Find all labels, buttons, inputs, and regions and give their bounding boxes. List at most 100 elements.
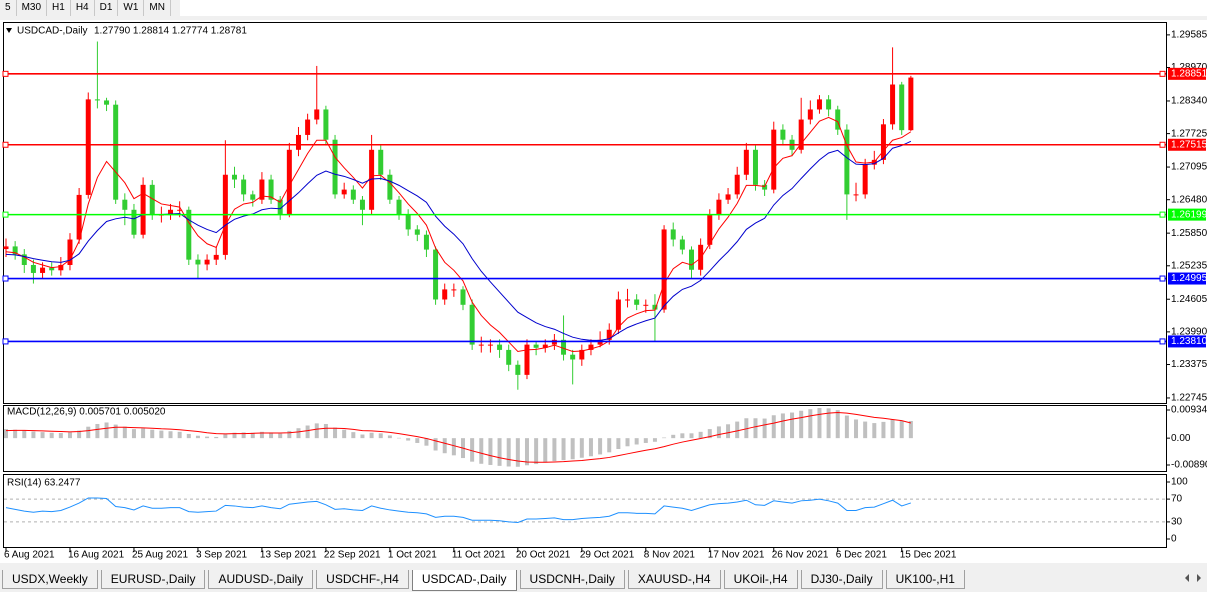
- timeframe-button[interactable]: 5: [0, 0, 17, 16]
- macd-bar: [753, 418, 758, 439]
- macd-bar: [369, 432, 374, 439]
- candle-body: [378, 149, 384, 175]
- candle-body: [570, 354, 576, 360]
- candle-body: [743, 149, 749, 175]
- chart-tab[interactable]: USDCHF-,H4: [316, 570, 409, 589]
- macd-bar: [168, 431, 173, 439]
- candle-body: [853, 194, 859, 196]
- y-tick-label: 1.27725: [1171, 128, 1207, 139]
- timeframe-button[interactable]: D1: [95, 0, 119, 16]
- scroll-left[interactable]: [1185, 574, 1189, 582]
- candle-body: [186, 209, 192, 260]
- timeframe-button[interactable]: H1: [47, 0, 71, 16]
- chart-tab[interactable]: UK100-,H1: [885, 570, 965, 589]
- level-price-label: 1.26199: [1171, 209, 1207, 220]
- x-tick-label: 11 Oct 2021: [452, 550, 506, 561]
- candle-body: [213, 254, 219, 260]
- y-tick-label: 1.29585: [1171, 30, 1207, 41]
- macd-bar: [607, 438, 612, 453]
- macd-bar: [762, 418, 767, 439]
- candle-body: [478, 344, 484, 346]
- x-tick-label: 8 Nov 2021: [644, 550, 696, 561]
- candle-body: [716, 199, 722, 215]
- candle-body: [21, 254, 27, 265]
- scroll-right[interactable]: [1197, 574, 1201, 582]
- level-price-label: 1.24995: [1171, 273, 1207, 284]
- macd-bar: [634, 438, 639, 445]
- candle-body: [414, 229, 420, 235]
- candle-body: [405, 214, 411, 230]
- candle-body: [844, 129, 850, 195]
- candle-body: [707, 214, 713, 245]
- candle-body: [460, 289, 466, 305]
- candle-body: [149, 184, 155, 215]
- rsi-line: [5, 497, 912, 523]
- candle-body: [350, 189, 356, 200]
- candle-body: [85, 99, 91, 195]
- chart-tab[interactable]: XAUUSD-,H4: [627, 570, 721, 589]
- macd-bar: [406, 438, 411, 441]
- candle-body: [725, 194, 731, 200]
- candle-body: [752, 149, 758, 185]
- timeframe-button[interactable]: M30: [17, 0, 48, 16]
- chart-tab[interactable]: DJ30-,Daily: [800, 570, 883, 589]
- macd-bar: [835, 410, 840, 439]
- macd-bar: [397, 437, 402, 439]
- candle-body: [369, 149, 375, 210]
- timeframe-button[interactable]: MN: [144, 0, 171, 16]
- macd-bar: [552, 438, 557, 462]
- level-price-box: [1168, 138, 1206, 151]
- macd-bar: [58, 433, 63, 439]
- candle-body: [3, 246, 9, 250]
- chart-tab[interactable]: USDCAD-,Daily: [411, 570, 517, 591]
- macd-bar: [269, 432, 274, 439]
- macd-bar: [488, 438, 493, 465]
- x-tick-label: 15 Dec 2021: [900, 550, 957, 561]
- macd-bar: [707, 429, 712, 439]
- candle-body: [899, 84, 905, 131]
- macd-bar: [314, 423, 319, 439]
- chart-tab[interactable]: EURUSD-,Daily: [100, 570, 206, 589]
- macd-bar: [333, 427, 338, 439]
- candle-body: [661, 229, 667, 310]
- candle-body: [890, 84, 896, 125]
- macd-bar: [104, 422, 109, 439]
- timeframe-button[interactable]: W1: [118, 0, 145, 16]
- macd-bar: [342, 429, 347, 439]
- y-tick-label: 1.26480: [1171, 194, 1207, 205]
- macd-bar: [780, 413, 785, 439]
- macd-bar: [479, 438, 484, 464]
- candle-body: [826, 99, 832, 110]
- chart-tab[interactable]: AUDUSD-,Daily: [208, 570, 314, 589]
- macd-bar: [698, 431, 703, 439]
- symbol-marker: [6, 28, 12, 33]
- macd-bar: [205, 436, 210, 439]
- x-tick-label: 13 Sep 2021: [260, 550, 317, 561]
- macd-bar: [433, 438, 438, 451]
- chart-tab[interactable]: UKOil-,H4: [723, 570, 798, 589]
- candle-body: [469, 304, 475, 345]
- timeframe-button[interactable]: H4: [71, 0, 95, 16]
- macd-bar: [351, 432, 356, 439]
- panel-title: RSI(14) 63.2477: [7, 478, 81, 489]
- chart-tab[interactable]: USDX,Weekly: [2, 570, 98, 589]
- macd-bar: [817, 408, 822, 439]
- level-price-box: [1168, 208, 1206, 221]
- candle-body: [798, 119, 804, 150]
- candle-body: [67, 239, 73, 265]
- macd-bar: [726, 424, 731, 439]
- macd-bar: [360, 434, 365, 439]
- candle-body: [908, 77, 914, 131]
- candle-body: [204, 259, 210, 265]
- macd-bar: [159, 430, 164, 439]
- candle-body: [76, 194, 82, 240]
- candle-body: [12, 246, 18, 255]
- macd-bar: [497, 438, 502, 466]
- macd-bar: [49, 432, 54, 439]
- chart-tab[interactable]: USDCNH-,Daily: [519, 570, 625, 589]
- macd-bar: [186, 433, 191, 439]
- macd-bar: [22, 430, 27, 439]
- candle-body: [113, 104, 119, 200]
- macd-bar: [652, 438, 657, 442]
